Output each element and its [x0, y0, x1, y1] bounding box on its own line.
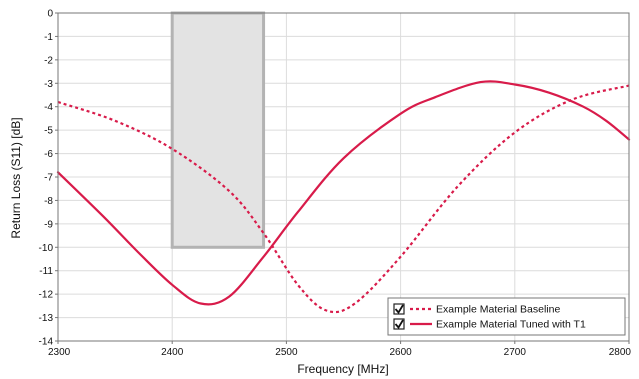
x-tick-label: 2700 [504, 347, 527, 358]
y-tick-label: -1 [44, 32, 53, 43]
x-axis-title: Frequency [MHz] [297, 362, 388, 376]
legend-box [387, 297, 626, 336]
x-tick-label: 2600 [389, 347, 412, 358]
series-line-2 [56, 80, 631, 306]
y-tick-label: -13 [39, 313, 54, 324]
highlight-box [170, 11, 266, 249]
series-layer [56, 80, 631, 314]
x-tick-label: 2500 [275, 347, 298, 358]
check-icon [394, 319, 404, 330]
legend-checkbox-2[interactable] [393, 318, 405, 330]
y-tick-label: -9 [44, 219, 53, 230]
y-tick-label: -6 [44, 149, 53, 160]
highlight-region [170, 11, 266, 249]
y-tick-label: -12 [39, 290, 54, 301]
legend: Example Material Baseline Example Materia… [387, 297, 626, 336]
check-icon [394, 304, 404, 315]
legend-label-2: Example Material Tuned with T1 [436, 319, 586, 331]
y-tick-label: -8 [44, 196, 53, 207]
y-tick-label: -7 [44, 173, 53, 184]
y-tick-label: -14 [39, 337, 54, 348]
x-tick-label: 2800 [609, 347, 632, 358]
x-tick-label: 2400 [161, 347, 184, 358]
x-tick-label: 2300 [48, 347, 71, 358]
legend-checkbox-1[interactable] [393, 303, 405, 315]
x-axis-ticks: 2300 2400 2500 2600 2700 2800 [48, 341, 631, 358]
y-tick-label: -2 [44, 55, 53, 66]
y-tick-label: -5 [44, 126, 53, 137]
y-axis-ticks: 0 -1 -2 -3 -4 -5 -6 -7 -8 -9 -10 -11 -12 -13 -14 [39, 9, 58, 348]
y-tick-label: -11 [39, 266, 53, 277]
legend-label-1: Example Material Baseline [436, 304, 560, 316]
y-tick-label: -3 [44, 79, 53, 90]
y-axis-title: Return Loss (S11) [dB] [9, 117, 23, 238]
y-tick-label: -10 [39, 243, 54, 254]
y-tick-label: -4 [44, 102, 53, 113]
y-tick-label: 0 [47, 9, 53, 20]
